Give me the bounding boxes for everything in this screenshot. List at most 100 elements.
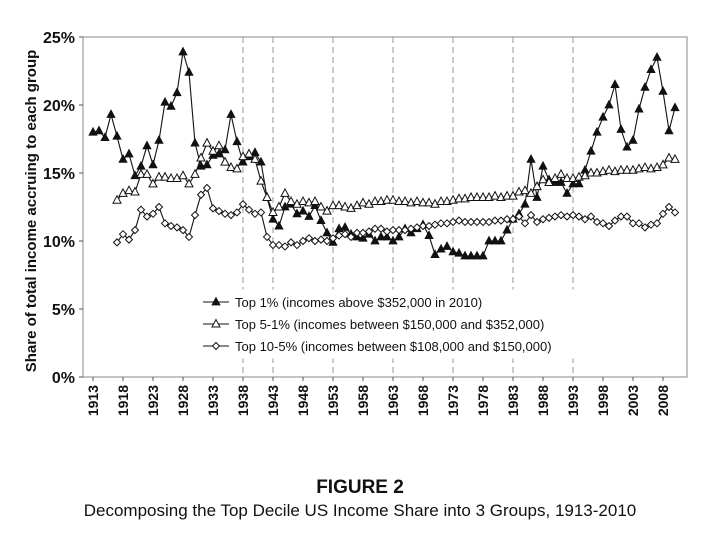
data-point — [220, 209, 230, 219]
data-point — [244, 148, 254, 158]
data-point — [568, 210, 578, 220]
data-point — [538, 174, 548, 184]
figure-title: FIGURE 2 — [316, 477, 404, 498]
data-point — [664, 152, 674, 162]
x-tick-label: 1938 — [235, 385, 251, 416]
data-point — [154, 202, 164, 212]
data-point — [298, 205, 308, 215]
data-point — [304, 211, 314, 220]
data-point — [436, 219, 446, 228]
data-point — [424, 230, 434, 239]
data-point — [136, 205, 146, 214]
data-point — [340, 229, 350, 239]
data-point — [190, 210, 200, 220]
data-point — [628, 135, 638, 144]
data-point — [142, 140, 152, 150]
data-point — [526, 187, 536, 197]
data-point — [520, 198, 530, 208]
data-point — [466, 191, 476, 201]
x-tick-label: 2008 — [655, 385, 671, 416]
data-point — [424, 197, 434, 207]
y-tick-label: 20% — [43, 98, 75, 115]
data-point — [208, 145, 218, 155]
data-point — [556, 210, 566, 220]
legend-marker — [211, 341, 221, 351]
data-point — [274, 240, 284, 250]
x-tick-label: 1943 — [265, 385, 281, 416]
y-tick-label: 0% — [52, 370, 75, 387]
data-point — [322, 227, 332, 237]
data-point — [592, 126, 602, 136]
data-point — [520, 185, 530, 195]
figure-caption: Decomposing the Top Decile US Income Sha… — [83, 501, 637, 520]
data-point — [214, 140, 224, 150]
x-tick-label: 2003 — [625, 385, 641, 416]
data-point — [586, 212, 596, 221]
x-tick-label: 1993 — [565, 385, 581, 416]
legend-marker — [211, 318, 221, 328]
data-point — [328, 234, 338, 243]
data-point — [616, 164, 626, 174]
data-point — [160, 171, 170, 181]
data-point — [460, 250, 470, 260]
data-point — [334, 200, 344, 210]
data-point — [136, 168, 146, 178]
data-point — [190, 168, 200, 178]
data-point — [598, 219, 608, 228]
data-point — [298, 236, 308, 246]
data-point — [478, 217, 488, 227]
data-point — [640, 223, 650, 232]
data-point — [532, 181, 542, 191]
line-chart: 0% 5% 10% 15% 20% 25% 1913 1918 1923 1928 1933 1938… — [23, 30, 688, 416]
data-point — [586, 145, 596, 155]
data-point — [148, 209, 158, 219]
data-point — [526, 210, 536, 220]
data-point — [202, 159, 212, 169]
data-point — [370, 195, 380, 206]
data-point — [634, 103, 644, 113]
y-tick-label: 10% — [43, 234, 75, 251]
data-point — [244, 205, 254, 214]
data-point — [394, 195, 404, 206]
data-point — [598, 111, 608, 121]
data-point — [112, 238, 122, 247]
data-point — [502, 215, 512, 224]
x-tick-label: 1963 — [385, 385, 401, 416]
legend: Top 1% (incomes above $352,000 in 2010) T… — [199, 289, 588, 359]
data-point — [220, 156, 230, 166]
data-point — [610, 79, 620, 88]
data-point — [448, 246, 458, 256]
data-point — [112, 194, 122, 204]
data-point — [316, 201, 326, 211]
data-point — [526, 154, 536, 163]
data-point — [388, 194, 398, 204]
data-point — [622, 212, 632, 221]
data-point — [142, 168, 152, 178]
data-point — [172, 223, 182, 232]
y-tick-label: 25% — [43, 30, 75, 47]
data-point — [154, 135, 164, 144]
data-point — [382, 231, 392, 241]
data-point — [652, 52, 662, 61]
data-point — [556, 168, 566, 178]
data-point — [274, 201, 284, 211]
data-point — [646, 64, 656, 74]
data-point — [670, 208, 680, 217]
data-point — [100, 132, 110, 142]
data-point — [130, 225, 140, 235]
series-top5-1 — [112, 137, 680, 216]
data-point — [178, 46, 188, 56]
data-point — [364, 227, 374, 236]
data-point — [520, 219, 530, 228]
data-point — [466, 217, 476, 227]
data-point — [610, 216, 620, 225]
data-point — [190, 137, 200, 147]
data-point — [166, 172, 176, 182]
data-point — [586, 167, 596, 177]
data-point — [616, 124, 626, 133]
data-point — [562, 172, 572, 182]
data-point — [292, 208, 302, 218]
y-tick-label: 5% — [52, 302, 75, 319]
data-point — [316, 215, 326, 225]
